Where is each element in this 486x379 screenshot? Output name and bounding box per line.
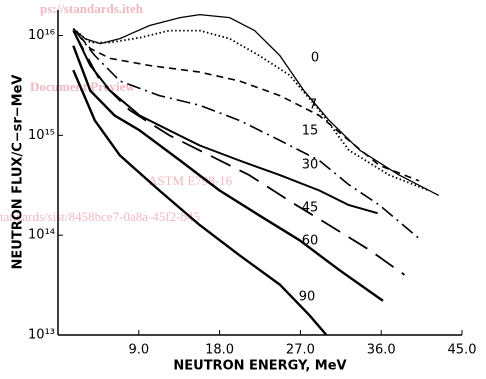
y-tick-label: 10¹⁶ — [28, 28, 55, 43]
series-label: 0 — [311, 51, 319, 66]
x-tick-label: 9.0 — [128, 343, 149, 358]
x-tick-label: 36.0 — [367, 343, 396, 358]
x-tick-label: 18.0 — [205, 343, 234, 358]
y-axis-label: NEUTRON FLUX/C−sr−MeV — [11, 75, 26, 270]
watermark: tandards/sist/8458bce7-0a8a-45f2-b45 — [0, 209, 200, 224]
y-tick-label: 10¹⁵ — [28, 128, 55, 143]
series-label: 45 — [302, 201, 319, 216]
y-tick-label: 10¹⁴ — [28, 228, 55, 243]
series-line — [72, 69, 328, 336]
series-line — [72, 28, 420, 182]
y-tick-label: 10¹³ — [28, 328, 55, 343]
series-label: 60 — [302, 234, 319, 249]
series-label: 15 — [302, 124, 319, 139]
series-label: 90 — [299, 290, 316, 305]
watermark: ps://standards.iteh — [40, 1, 144, 16]
series-line — [72, 45, 384, 302]
series-line — [72, 30, 378, 215]
x-axis-label: NEUTRON ENERGY, MeV — [173, 359, 346, 374]
x-tick-label: 45.0 — [448, 343, 477, 358]
series-line — [72, 30, 406, 276]
series-line — [72, 28, 420, 239]
series-line — [72, 28, 430, 192]
series-label: 30 — [302, 158, 319, 173]
watermark: ASTM E798-16 — [148, 173, 233, 188]
series-label: 7 — [309, 98, 317, 113]
x-tick-label: 27.0 — [286, 343, 315, 358]
